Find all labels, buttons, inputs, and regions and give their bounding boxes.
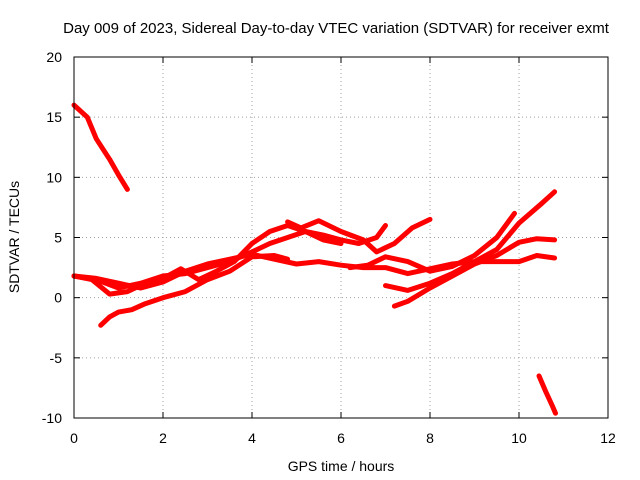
series-line-s6 bbox=[285, 216, 433, 255]
y-tick-label: -10 bbox=[42, 410, 62, 426]
tick-labels: 0 2 4 6 8 10 12 -10 -5 0 5 10 15 20 bbox=[42, 49, 616, 446]
x-tick-label: 4 bbox=[248, 430, 256, 446]
x-tick-label: 8 bbox=[426, 430, 434, 446]
series-layer bbox=[71, 102, 558, 416]
series-line-s5 bbox=[98, 253, 291, 328]
x-tick-label: 12 bbox=[600, 430, 616, 446]
y-tick-label: 15 bbox=[46, 109, 62, 125]
chart-title: Day 009 of 2023, Sidereal Day-to-day VTE… bbox=[63, 20, 610, 37]
y-tick-label: 20 bbox=[46, 49, 62, 65]
y-tick-label: 5 bbox=[54, 230, 62, 246]
x-tick-label: 10 bbox=[511, 430, 527, 446]
x-tick-label: 0 bbox=[70, 430, 78, 446]
series-line-s9 bbox=[383, 189, 558, 293]
y-tick-label: 0 bbox=[54, 290, 62, 306]
ticks bbox=[73, 56, 609, 419]
x-axis-label: GPS time / hours bbox=[288, 458, 395, 474]
y-tick-label: 10 bbox=[46, 169, 62, 185]
y-tick-label: -5 bbox=[50, 350, 63, 366]
series-line-s1 bbox=[71, 102, 130, 192]
series-line-s7 bbox=[347, 210, 517, 274]
series-line-s10 bbox=[536, 373, 558, 416]
x-tick-label: 2 bbox=[159, 430, 167, 446]
y-axis-label: SDTVAR / TECUs bbox=[6, 181, 22, 293]
x-tick-label: 6 bbox=[337, 430, 345, 446]
